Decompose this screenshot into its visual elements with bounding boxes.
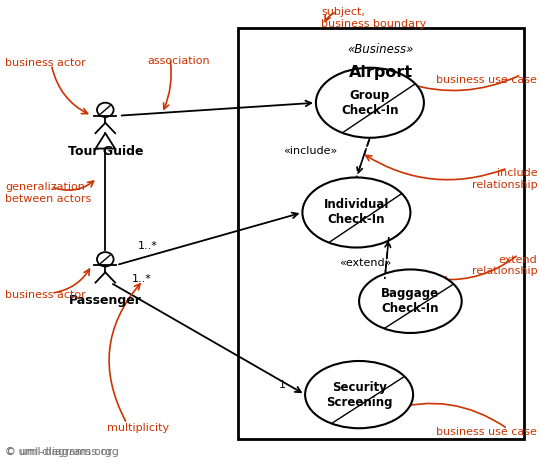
Text: «Business»: «Business» bbox=[348, 42, 414, 56]
Circle shape bbox=[97, 103, 113, 117]
Text: association: association bbox=[147, 56, 210, 66]
Text: © uml-diagrams.org: © uml-diagrams.org bbox=[5, 447, 119, 457]
Text: Airport: Airport bbox=[349, 65, 413, 80]
Ellipse shape bbox=[302, 177, 410, 248]
Ellipse shape bbox=[316, 68, 424, 138]
Text: Individual
Check-In: Individual Check-In bbox=[323, 198, 389, 226]
Polygon shape bbox=[96, 133, 115, 149]
Bar bbox=[238, 28, 524, 439]
Text: © uml-diagrams.org: © uml-diagrams.org bbox=[5, 447, 112, 457]
Text: business use case: business use case bbox=[436, 75, 537, 85]
Text: generalization
between actors: generalization between actors bbox=[5, 182, 92, 204]
Text: extend
relationship: extend relationship bbox=[471, 255, 537, 276]
Text: Security
Screening: Security Screening bbox=[326, 381, 393, 409]
Text: subject,
business boundary: subject, business boundary bbox=[321, 7, 427, 28]
Text: 1..*: 1..* bbox=[138, 241, 158, 251]
Text: Baggage
Check-In: Baggage Check-In bbox=[381, 287, 440, 315]
Text: multiplicity: multiplicity bbox=[106, 423, 169, 432]
Text: Passenger: Passenger bbox=[69, 294, 141, 307]
Text: «extend»: «extend» bbox=[339, 258, 392, 268]
Text: include
relationship: include relationship bbox=[471, 168, 537, 190]
Ellipse shape bbox=[359, 269, 462, 333]
Text: 1..*: 1..* bbox=[132, 274, 152, 284]
Text: Group
Check-In: Group Check-In bbox=[341, 89, 399, 117]
Text: «include»: «include» bbox=[284, 146, 338, 156]
Text: business actor: business actor bbox=[5, 58, 86, 68]
Text: Tour Guide: Tour Guide bbox=[68, 145, 143, 158]
Text: business actor: business actor bbox=[5, 290, 86, 299]
Ellipse shape bbox=[305, 361, 413, 428]
Circle shape bbox=[97, 252, 113, 267]
Text: 1: 1 bbox=[279, 380, 286, 390]
Text: business use case: business use case bbox=[436, 427, 537, 437]
